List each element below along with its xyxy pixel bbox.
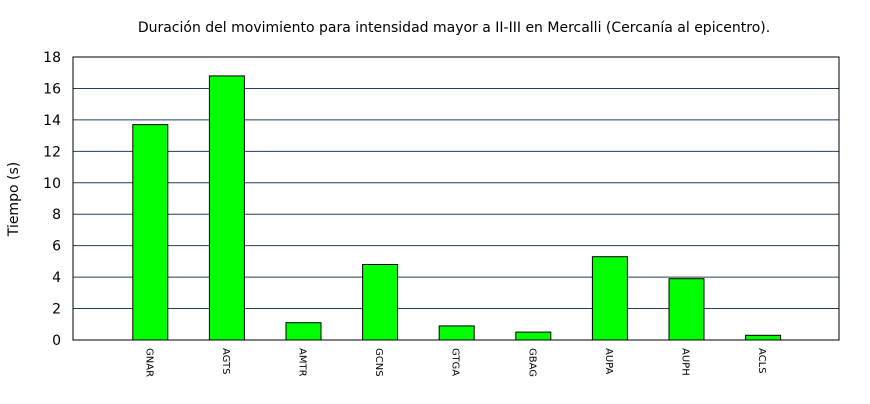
- x-tick-label: GBAG: [526, 348, 537, 377]
- y-tick-label: 14: [43, 113, 61, 129]
- x-tick-label: GCNS: [373, 348, 384, 377]
- bar-aupa: [591, 256, 628, 341]
- x-tick-label: ACLS: [756, 348, 767, 374]
- x-tick-label: AGTS: [220, 348, 231, 375]
- plot-frame: [72, 56, 840, 341]
- bar-amtr: [285, 322, 322, 341]
- x-tick-label: AMTR: [297, 348, 308, 377]
- y-tick-label: 8: [52, 207, 61, 223]
- bar-gnar: [132, 124, 169, 341]
- y-tick-label: 4: [52, 270, 61, 286]
- y-tick-label: 12: [43, 144, 61, 160]
- y-tick-label: 0: [52, 333, 61, 349]
- y-tick-label: 6: [52, 239, 61, 255]
- grid-lines: [73, 87, 839, 310]
- bar-auph: [668, 278, 705, 341]
- x-tick-label: GTGA: [450, 348, 461, 376]
- bar-acls: [745, 334, 782, 341]
- bar-gtga: [438, 325, 475, 341]
- x-tick-label: AUPA: [603, 348, 614, 375]
- bar-gbag: [515, 331, 552, 341]
- y-axis-label: Tiempo (s): [6, 162, 22, 237]
- x-tick-labels: GNAR AGTS AMTR GCNS GTGA GBAG AUPA AUPH ACLS: [143, 348, 767, 377]
- bars: [132, 75, 782, 341]
- bar-agts: [208, 75, 245, 341]
- x-tick-label: AUPH: [680, 348, 691, 376]
- y-tick-label: 16: [43, 81, 61, 97]
- x-tick-label: GNAR: [143, 348, 154, 377]
- chart-title: Duración del movimiento para intensidad …: [138, 20, 770, 36]
- y-tick-label: 18: [43, 50, 61, 66]
- bar-gcns: [362, 264, 399, 341]
- y-tick-label: 10: [43, 176, 61, 192]
- y-tick-label: 2: [52, 302, 61, 318]
- y-tick-labels: 0 2 4 6 8 10 12 14 16 18: [43, 50, 61, 349]
